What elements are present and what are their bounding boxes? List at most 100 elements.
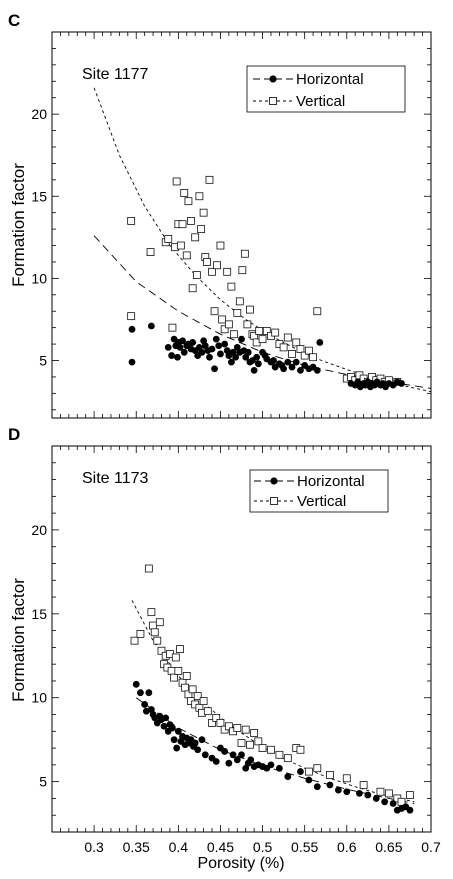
- data-point-horizontal: [189, 339, 197, 346]
- data-point-vertical: [241, 725, 250, 734]
- data-point-vertical: [227, 282, 236, 291]
- data-point-vertical: [309, 353, 317, 362]
- data-point-vertical: [146, 248, 155, 257]
- y-axis-label: Formation factor: [9, 163, 28, 287]
- data-point-horizontal: [179, 337, 186, 345]
- data-point-horizontal: [201, 751, 209, 759]
- data-point-vertical: [149, 621, 157, 630]
- data-point-vertical: [235, 297, 244, 306]
- data-point-vertical: [208, 267, 216, 276]
- data-point-vertical: [180, 189, 189, 197]
- legend: Horizontal Vertical: [246, 65, 406, 113]
- legend-marker-vertical: [269, 97, 277, 105]
- data-point-horizontal: [284, 358, 292, 366]
- data-point-horizontal: [297, 768, 304, 775]
- data-point-horizontal: [229, 751, 237, 759]
- data-point-horizontal: [276, 764, 283, 772]
- data-point-vertical: [313, 764, 322, 773]
- data-point-vertical: [182, 672, 191, 680]
- data-point-vertical: [172, 177, 181, 186]
- panel-c: C 5 10 15 20 Formation factor Site 1177 Hor…: [8, 11, 432, 419]
- data-point-vertical: [406, 791, 414, 799]
- data-point-horizontal: [381, 798, 389, 806]
- data-point-horizontal: [356, 790, 363, 797]
- data-point-vertical: [223, 267, 232, 276]
- data-point-horizontal: [176, 343, 184, 351]
- data-point-horizontal: [160, 722, 168, 730]
- data-point-vertical: [136, 630, 145, 638]
- data-point-vertical: [199, 208, 208, 217]
- y-tick-label: 15: [31, 188, 47, 204]
- x-tick-label: 0.5: [253, 839, 273, 855]
- data-point-horizontal: [372, 795, 380, 802]
- data-point-vertical: [167, 666, 176, 675]
- data-point-vertical: [296, 345, 305, 353]
- data-point-horizontal: [326, 781, 334, 789]
- y-tick-label: 20: [31, 106, 47, 122]
- data-point-vertical: [199, 697, 208, 705]
- data-point-horizontal: [364, 791, 372, 799]
- data-point-vertical: [255, 327, 264, 335]
- data-point-horizontal: [316, 339, 324, 346]
- data-point-horizontal: [305, 776, 313, 784]
- y-tick-labels: 5 10 15 20: [31, 522, 47, 790]
- data-point-horizontal: [313, 783, 321, 791]
- data-point-vertical: [164, 235, 173, 243]
- data-point-vertical: [300, 351, 309, 360]
- data-point-vertical: [283, 333, 292, 342]
- data-point-horizontal: [270, 357, 277, 364]
- data-point-vertical: [216, 241, 225, 250]
- data-point-vertical: [170, 673, 179, 682]
- y-axis-label: Formation factor: [9, 578, 28, 702]
- data-point-horizontal: [242, 764, 250, 772]
- data-point-horizontal: [180, 348, 188, 356]
- data-point-vertical: [243, 320, 252, 329]
- data-point-vertical: [153, 636, 162, 645]
- data-point-horizontal: [267, 761, 275, 769]
- data-point-vertical: [296, 745, 305, 754]
- data-point-vertical: [326, 771, 334, 779]
- x-tick-label: 0.7: [421, 839, 441, 855]
- data-point-horizontal: [169, 724, 176, 732]
- plot-frame: [51, 445, 432, 833]
- data-point-horizontal: [250, 366, 258, 374]
- data-point-vertical: [195, 192, 204, 201]
- legend-marker-horizontal: [269, 75, 277, 83]
- data-point-horizontal: [254, 360, 262, 368]
- x-tick-label: 0.35: [123, 839, 150, 855]
- site-label: Site 1173: [82, 470, 149, 487]
- data-point-horizontal: [313, 366, 321, 374]
- data-point-horizontal: [147, 322, 155, 330]
- data-point-horizontal: [238, 335, 245, 343]
- data-point-vertical: [174, 666, 183, 675]
- data-point-vertical: [342, 774, 351, 783]
- data-point-vertical: [262, 327, 271, 335]
- data-point-vertical: [127, 312, 136, 321]
- data-point-vertical: [213, 261, 221, 270]
- data-point-vertical: [191, 233, 200, 242]
- y-tick-label: 10: [31, 690, 47, 706]
- legend-label-horizontal: Horizontal: [297, 473, 365, 490]
- x-tick-label: 0.3: [84, 839, 104, 855]
- data-point-horizontal: [137, 689, 144, 697]
- data-point-vertical: [157, 646, 166, 655]
- data-point-vertical: [218, 315, 227, 324]
- data-point-vertical: [127, 216, 136, 225]
- legend: Horizontal Vertical: [249, 469, 389, 513]
- data-point-horizontal: [233, 756, 241, 764]
- data-point-horizontal: [170, 736, 178, 744]
- axis-ticks: [51, 445, 432, 833]
- data-point-horizontal: [198, 736, 206, 744]
- data-point-horizontal: [164, 343, 172, 351]
- data-point-horizontal: [389, 800, 397, 807]
- data-point-vertical: [155, 618, 164, 627]
- data-point-vertical: [187, 216, 195, 225]
- y-tick-labels: 5 10 15 20: [31, 106, 47, 368]
- data-point-vertical: [178, 220, 187, 229]
- data-point-vertical: [292, 338, 301, 347]
- data-point-horizontal: [215, 342, 223, 350]
- data-point-horizontal: [288, 363, 296, 371]
- data-point-vertical: [188, 284, 197, 293]
- data-point-vertical: [210, 307, 219, 316]
- data-point-horizontal: [292, 358, 300, 366]
